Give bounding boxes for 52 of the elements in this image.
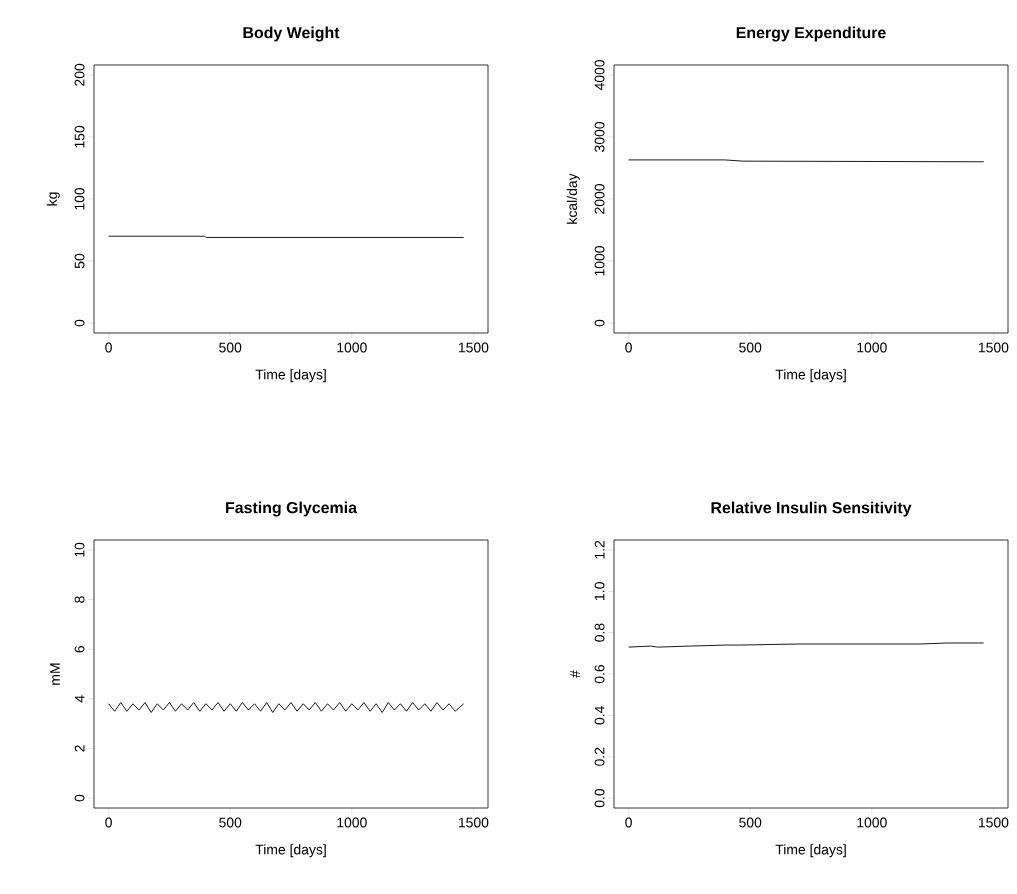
y-axis-title: #: [570, 670, 580, 678]
x-tick-label: 1500: [458, 342, 489, 353]
x-axis-title: Time [days]: [255, 844, 326, 858]
y-tick-label: 0.4: [594, 706, 605, 725]
y-tick-label: 10: [74, 542, 85, 557]
y-tick-label: 8: [74, 596, 85, 603]
chart-title: Energy Expenditure: [736, 26, 886, 42]
y-tick-label: 3000: [594, 121, 605, 152]
line-series: [108, 702, 465, 713]
x-tick-label: 500: [739, 342, 762, 353]
x-tick-label: 500: [219, 817, 242, 828]
y-tick-label: 50: [74, 253, 85, 269]
x-tick-label: 1500: [978, 342, 1009, 353]
y-tick-label: 2: [74, 745, 85, 752]
y-axis-title: mM: [50, 663, 60, 685]
y-tick-label: 0: [74, 794, 85, 802]
x-tick-label: 1000: [857, 342, 887, 353]
y-tick-label: 200: [74, 63, 85, 86]
x-tick-label: 1000: [857, 817, 887, 828]
y-tick-label: 0.2: [594, 747, 605, 766]
y-tick-label: 0.8: [594, 623, 605, 642]
x-tick-label: 500: [219, 342, 242, 353]
x-axis-title: Time [days]: [255, 369, 326, 383]
y-tick-label: 6: [74, 645, 85, 653]
y-tick-label: 0.0: [594, 788, 605, 808]
y-tick-label: 0: [74, 319, 85, 327]
y-tick-label: 150: [74, 125, 85, 148]
x-axis-title: Time [days]: [775, 369, 846, 383]
y-tick-label: 4000: [594, 59, 605, 91]
y-tick-label: 1.0: [594, 582, 605, 600]
x-tick-label: 0: [625, 817, 632, 828]
y-tick-label: 0: [594, 319, 605, 327]
x-axis-title: Time [days]: [775, 844, 846, 858]
y-axis-title: kcal/day: [566, 173, 580, 224]
y-tick-label: 4: [74, 695, 85, 703]
y-tick-label: 1.2: [594, 540, 605, 559]
x-tick-label: 1500: [458, 817, 489, 828]
y-tick-label: 0.6: [594, 664, 605, 684]
x-tick-label: 0: [105, 342, 112, 353]
chart-title: Body Weight: [243, 26, 340, 42]
chart-title: Fasting Glycemia: [226, 501, 358, 517]
y-tick-label: 100: [74, 187, 85, 210]
chart-title: Relative Insulin Sensitivity: [711, 501, 912, 517]
y-tick-label: 1000: [594, 246, 605, 276]
y-axis-title: kg: [46, 192, 60, 206]
x-tick-label: 500: [739, 817, 762, 828]
x-tick-label: 0: [625, 342, 632, 353]
x-tick-label: 0: [105, 817, 112, 828]
x-tick-label: 1000: [337, 342, 367, 353]
x-tick-label: 1000: [337, 817, 367, 828]
x-tick-label: 1500: [978, 817, 1009, 828]
y-tick-label: 2000: [594, 184, 605, 214]
